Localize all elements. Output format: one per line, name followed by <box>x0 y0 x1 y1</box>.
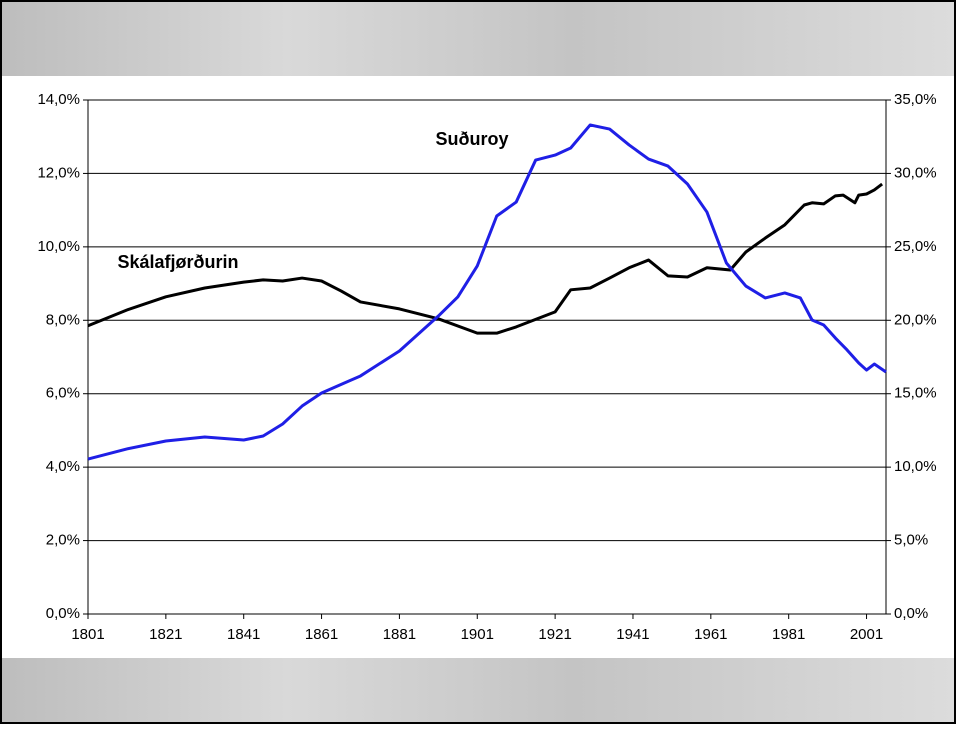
series-line <box>87 182 884 335</box>
top-band <box>0 0 956 76</box>
y2-tick-label: 20,0% <box>894 311 937 328</box>
y2-tick-label: 15,0% <box>894 385 937 402</box>
y-tick-label: 8,0% <box>46 311 80 328</box>
x-tick-label: 2001 <box>850 626 883 643</box>
x-tick-label: 1821 <box>149 626 182 643</box>
y-tick-label: 10,0% <box>37 238 80 255</box>
y2-tick-label: 30,0% <box>894 164 937 181</box>
x-tick-label: 1901 <box>461 626 494 643</box>
x-tick-label: 1881 <box>383 626 416 643</box>
y-tick-label: 4,0% <box>46 458 80 475</box>
y2-tick-label: 10,0% <box>894 458 937 475</box>
y-tick-label: 2,0% <box>46 532 80 549</box>
series-line <box>87 123 887 461</box>
x-tick-label: 1841 <box>227 626 260 643</box>
y2-tick-label: 35,0% <box>894 91 937 108</box>
y2-tick-label: 5,0% <box>894 532 928 549</box>
x-tick-label: 1961 <box>694 626 727 643</box>
x-tick-label: 1921 <box>538 626 571 643</box>
bottom-band <box>0 658 956 724</box>
y-tick-label: 6,0% <box>46 385 80 402</box>
x-tick-label: 1801 <box>71 626 104 643</box>
series-label: Suðuroy <box>435 129 508 149</box>
x-tick-label: 1981 <box>772 626 805 643</box>
x-tick-label: 1941 <box>616 626 649 643</box>
x-tick-label: 1861 <box>305 626 338 643</box>
grid <box>83 99 891 619</box>
y2-tick-label: 0,0% <box>894 605 928 622</box>
plot <box>87 123 887 461</box>
y-tick-label: 14,0% <box>37 91 80 108</box>
y-tick-label: 12,0% <box>37 164 80 181</box>
y-tick-label: 0,0% <box>46 605 80 622</box>
y2-tick-label: 25,0% <box>894 238 937 255</box>
series-label: Skálafjørðurin <box>117 252 238 272</box>
